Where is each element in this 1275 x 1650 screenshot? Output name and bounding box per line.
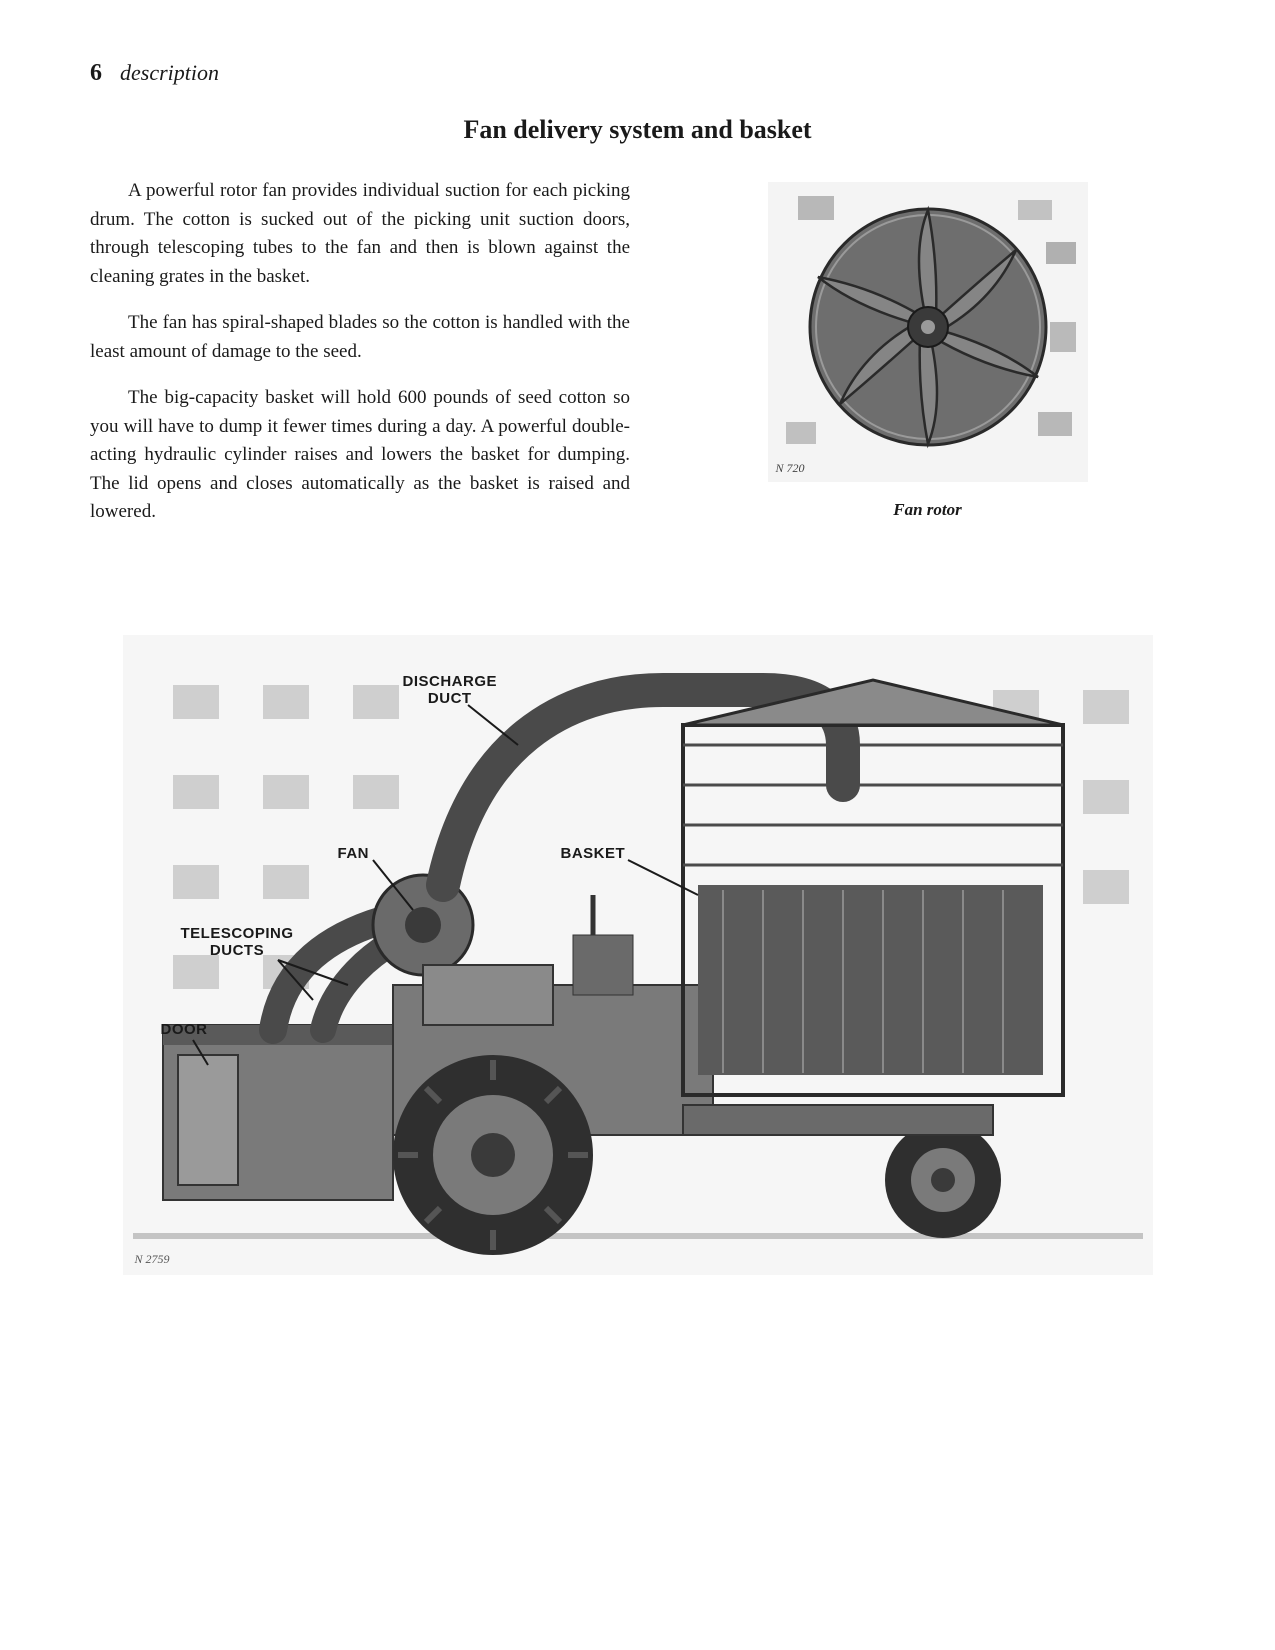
section-label: description — [120, 60, 219, 86]
callout-door: DOOR — [161, 1021, 208, 1038]
fan-rotor-figure: N 720 — [768, 182, 1088, 482]
callout-discharge-duct: DISCHARGEDUCT — [403, 673, 498, 708]
callout-basket: BASKET — [561, 845, 626, 862]
page-title: Fan delivery system and basket — [90, 115, 1185, 145]
page-number: 6 — [90, 60, 102, 87]
machine-diagram: DISCHARGEDUCT FAN BASKET TELESCOPINGDUCT… — [123, 635, 1153, 1275]
callout-fan: FAN — [338, 845, 370, 862]
rotor-figure-caption: Fan rotor — [893, 500, 962, 520]
rotor-figure-ref: N 720 — [776, 461, 805, 476]
rotor-figure-column: N 720 Fan rotor — [670, 177, 1185, 520]
paragraph-2: The fan has spiral-shaped blades so the … — [90, 309, 630, 366]
paragraph-1: A powerful rotor fan provides individual… — [90, 177, 630, 291]
paragraph-3: The big-capacity basket will hold 600 po… — [90, 384, 630, 527]
fan-rotor-illustration — [768, 182, 1088, 482]
page-header: 6 description — [90, 60, 1185, 87]
top-content-row: A powerful rotor fan provides individual… — [90, 177, 1185, 545]
diagram-figure-ref: N 2759 — [135, 1252, 170, 1267]
body-text-column: A powerful rotor fan provides individual… — [90, 177, 630, 545]
callout-telescoping-ducts: TELESCOPINGDUCTS — [181, 925, 294, 960]
